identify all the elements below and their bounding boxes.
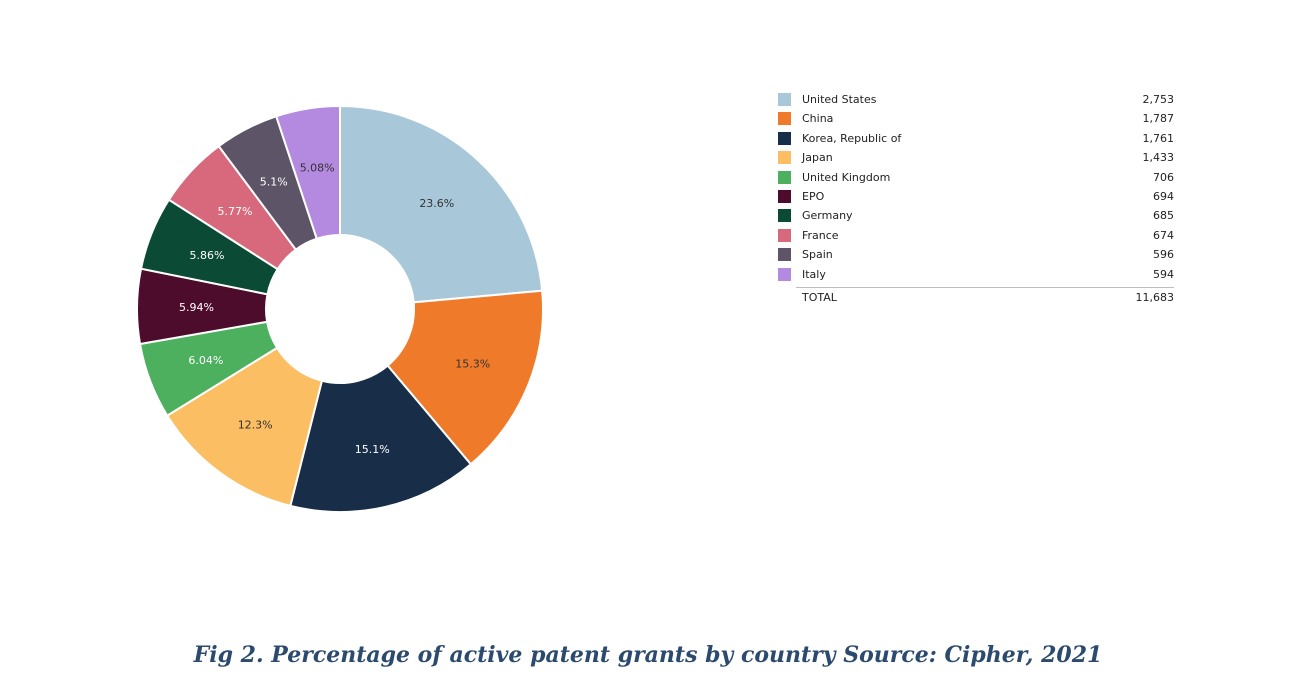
donut-slice-japan [165, 346, 324, 508]
legend-divider [796, 286, 1174, 288]
donut-slice-united-states [339, 104, 544, 304]
legend-swatch [778, 248, 791, 262]
donut-slice-china [386, 289, 544, 466]
slice-label-united-states: 23.6% [419, 197, 454, 210]
legend-country-name: China [802, 112, 834, 126]
legend-swatch [778, 228, 791, 242]
figure-caption: Fig 2. Percentage of active patent grant… [193, 642, 1103, 668]
legend-count-value: 1,787 [1142, 112, 1175, 126]
donut-slice-labels: 23.6% 15.3% 15.1% 12.3% 6.04% 5.94% 5.86% 5.77%… [179, 161, 490, 456]
legend-country-name: Germany [802, 209, 853, 223]
legend-swatch [778, 93, 791, 106]
legend-country-name: United Kingdom [802, 170, 891, 184]
legend-swatch [778, 189, 791, 203]
slice-label-epo: 5.94% [179, 301, 214, 314]
legend-count-value: 674 [1153, 228, 1174, 242]
legend-row: Japan 1,433 [778, 148, 1174, 167]
legend-swatch [778, 267, 791, 281]
legend-swatch [778, 131, 791, 145]
slice-label-united-kingdom: 6.04% [188, 354, 223, 367]
legend-country-name: France [802, 228, 839, 242]
legend-swatch [778, 151, 791, 165]
legend-row: France 674 [778, 226, 1174, 245]
legend-swatch [778, 112, 791, 126]
legend-row: Korea, Republic of 1,761 [778, 129, 1174, 148]
legend-total-label: TOTAL [802, 290, 837, 304]
slice-label-germany: 5.86% [189, 249, 224, 262]
legend-row: EPO 694 [778, 187, 1174, 206]
legend-row: Germany 685 [778, 206, 1174, 225]
legend-count-value: 694 [1153, 189, 1174, 203]
donut-slice-italy [274, 104, 341, 241]
legend-rows: United States 2,753 China 1,787 Korea, Repub… [778, 90, 1174, 284]
legend-country-name: Italy [802, 267, 826, 281]
legend-count-value: 1,761 [1142, 131, 1175, 145]
legend-country-name: United States [802, 93, 877, 106]
legend-count-value: 594 [1153, 267, 1174, 281]
legend-count-value: 706 [1153, 170, 1174, 184]
slice-label-france: 5.77% [217, 205, 252, 218]
legend-country-name: Japan [802, 151, 833, 165]
slice-label-japan: 12.3% [238, 419, 273, 432]
slice-label-spain: 5.1% [260, 176, 288, 189]
slice-label-china: 15.3% [455, 358, 490, 371]
legend-count-value: 1,433 [1142, 151, 1175, 165]
legend-country-name: EPO [802, 189, 825, 203]
slice-label-italy: 5.08% [300, 161, 335, 174]
legend-row: United States 2,753 [778, 90, 1174, 109]
legend-total-row: TOTAL 11,683 [778, 288, 1174, 308]
slice-label-korea-republic-of: 15.1% [355, 443, 390, 456]
legend-swatch [778, 170, 791, 184]
legend-row: Italy 594 [778, 265, 1174, 284]
donut-slices [136, 104, 544, 513]
legend-country-name: Spain [802, 248, 833, 262]
legend-row: China 1,787 [778, 109, 1174, 128]
legend-swatch [778, 209, 791, 223]
legend-total-value: 11,683 [1135, 290, 1175, 304]
legend: United States 2,753 China 1,787 Korea, Repub… [778, 90, 1174, 308]
donut-slice-korea-republic-of [289, 364, 473, 513]
legend-row: Spain 596 [778, 245, 1174, 264]
legend-count-value: 2,753 [1142, 93, 1175, 106]
legend-count-value: 596 [1153, 248, 1174, 262]
legend-row: United Kingdom 706 [778, 168, 1174, 187]
legend-count-value: 685 [1153, 209, 1174, 223]
legend-country-name: Korea, Republic of [802, 131, 902, 145]
